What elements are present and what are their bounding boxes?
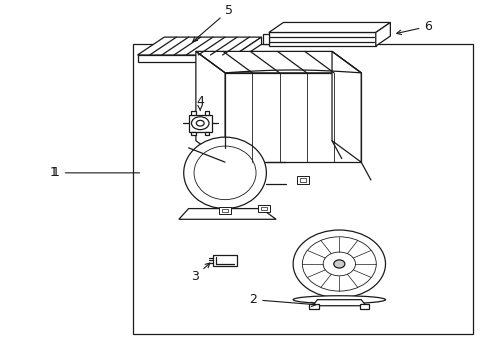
Bar: [218, 207, 231, 214]
Bar: [204, 111, 209, 114]
Circle shape: [292, 230, 385, 298]
Text: 1: 1: [49, 166, 57, 179]
Polygon shape: [268, 22, 389, 32]
Ellipse shape: [194, 146, 256, 200]
Circle shape: [196, 120, 203, 126]
Polygon shape: [375, 22, 389, 46]
Ellipse shape: [292, 296, 385, 303]
Bar: [191, 111, 196, 114]
Bar: [212, 255, 237, 266]
Bar: [257, 205, 270, 212]
Ellipse shape: [183, 137, 266, 208]
Bar: [296, 176, 308, 184]
Polygon shape: [179, 208, 276, 219]
Polygon shape: [263, 34, 268, 44]
Bar: [188, 114, 211, 132]
Circle shape: [302, 237, 375, 291]
Text: 2: 2: [249, 293, 315, 307]
Polygon shape: [196, 51, 361, 73]
Circle shape: [191, 117, 208, 130]
Bar: [359, 304, 369, 309]
Bar: [308, 304, 318, 309]
Bar: [222, 208, 227, 212]
Polygon shape: [312, 300, 366, 306]
Polygon shape: [224, 73, 361, 162]
Text: 4: 4: [196, 95, 203, 111]
Bar: [261, 207, 266, 210]
Text: 5: 5: [192, 4, 233, 42]
Bar: [204, 132, 209, 135]
Polygon shape: [268, 32, 375, 46]
Circle shape: [333, 260, 344, 268]
Bar: [132, 44, 472, 334]
Text: 6: 6: [396, 20, 431, 35]
Circle shape: [323, 252, 355, 276]
Bar: [299, 178, 305, 182]
Polygon shape: [137, 55, 234, 62]
Text: 3: 3: [191, 263, 209, 283]
Polygon shape: [234, 37, 261, 62]
Polygon shape: [196, 51, 224, 162]
Bar: [191, 132, 196, 135]
Text: 1: 1: [52, 166, 140, 179]
Polygon shape: [331, 51, 361, 162]
Polygon shape: [137, 37, 261, 55]
